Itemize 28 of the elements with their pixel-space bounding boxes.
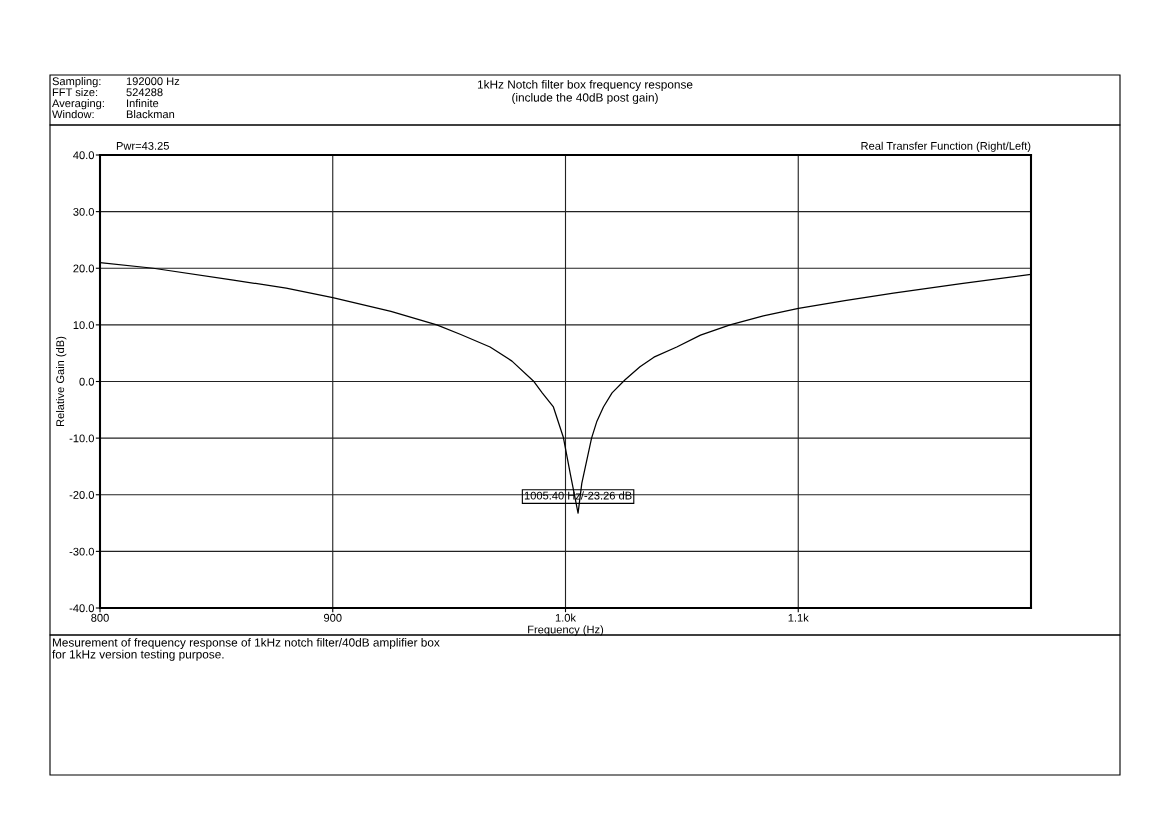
text: Sampling:	[52, 77, 101, 88]
x-tick-label: 1.0k	[555, 613, 577, 622]
y-tick-label: 30.0	[73, 207, 95, 216]
y-tick-label: 40.0	[73, 151, 95, 160]
text: Window:	[52, 110, 94, 119]
y-tick-label: 0.0	[79, 377, 95, 386]
text: Pwr=43.25	[116, 141, 169, 150]
text: Averaging:	[52, 99, 104, 110]
y-axis-title: Relative Gain (dB)	[55, 336, 67, 426]
x-axis-title: Frequency (Hz)	[528, 625, 604, 636]
y-tick-label: -20.0	[69, 491, 95, 499]
chart-title: 1kHz Notch filter box frequency response	[477, 80, 693, 92]
text: Mesurement of frequency response of 1kHz notch filter/40dB amplifier box for 1kHz version testing purpose.	[52, 638, 440, 661]
chart-subtitle: (include the 40dB post gain)	[512, 93, 658, 105]
y-tick-label: -10.0	[69, 434, 95, 443]
text: Infinite	[127, 99, 159, 108]
y-tick-label: 10.0	[73, 321, 95, 330]
y-tick-label: -40.0	[69, 604, 95, 613]
x-tick-label: 900	[324, 613, 342, 622]
x-tick-label: 1.1k	[788, 613, 809, 622]
text: Real Transfer Function (Right/Left)	[861, 141, 1031, 152]
text: Blackman	[126, 110, 175, 119]
x-tick-label: 800	[91, 613, 109, 622]
y-tick-label: -30.0	[69, 547, 95, 556]
text: 524288	[126, 88, 163, 97]
text: FFT size:	[52, 88, 98, 97]
y-tick-label: 20.0	[73, 264, 95, 273]
text: 192000 Hz	[126, 77, 180, 86]
